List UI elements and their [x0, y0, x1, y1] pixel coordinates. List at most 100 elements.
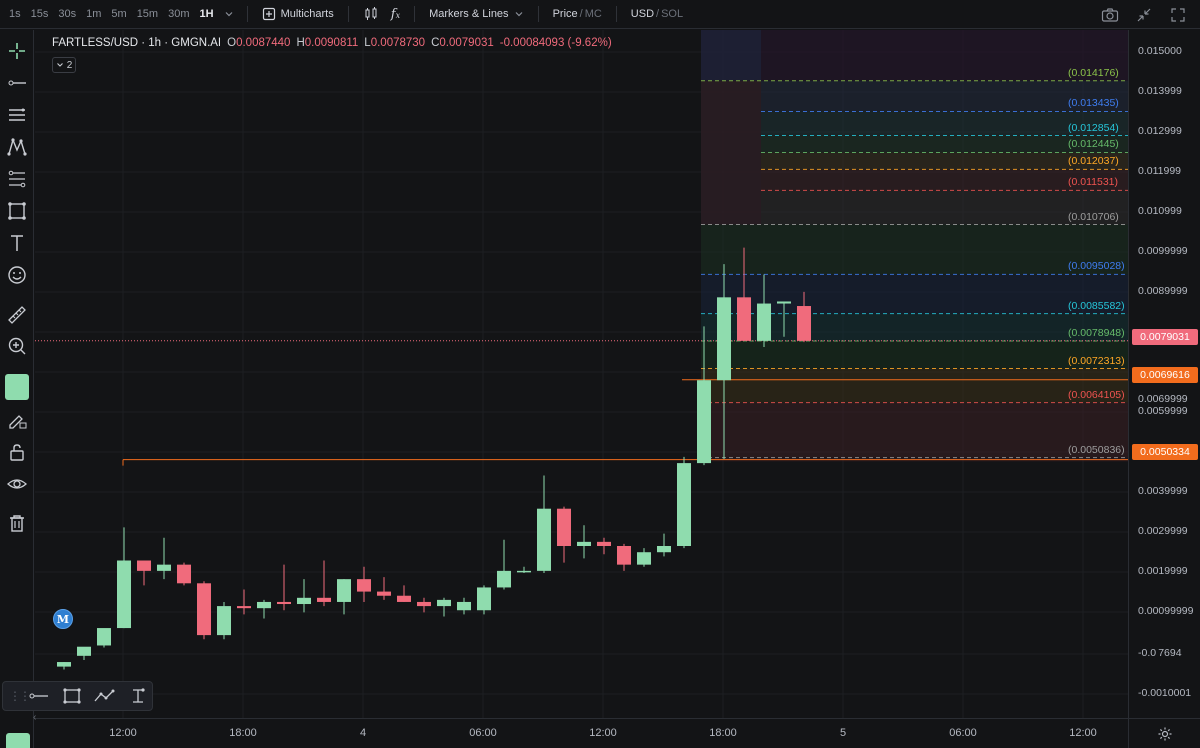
indicators-toggle[interactable]: 2: [52, 57, 76, 73]
function-icon: fx: [390, 6, 401, 22]
fib-zone: [701, 274, 1128, 314]
mc-option[interactable]: MC: [584, 8, 602, 20]
fullscreen-icon[interactable]: [1168, 5, 1188, 25]
symbol-label[interactable]: FARTLESS/USD · 1h · GMGN.AI: [52, 37, 222, 49]
text-icon[interactable]: [4, 230, 30, 256]
fib-zone: [701, 30, 761, 81]
floating-drawing-bar[interactable]: ⋮⋮: [2, 681, 153, 711]
candle-body: [477, 587, 491, 611]
timeframe-15m[interactable]: 15m: [136, 8, 159, 20]
price-tick: 0.0019999: [1138, 565, 1188, 577]
top-toolbar: 1s 15s 30s 1m 5m 15m 30m 1H Multicharts fx Mark…: [0, 0, 1200, 29]
collapse-icon[interactable]: [1134, 5, 1154, 25]
usd-option[interactable]: USD: [630, 8, 655, 20]
divider: [246, 6, 248, 22]
trend-line-icon[interactable]: [4, 70, 30, 96]
chart-settings-button[interactable]: [1128, 718, 1200, 748]
timeframe-1h[interactable]: 1H: [199, 8, 214, 20]
candle-body: [697, 380, 711, 464]
timeframe-30m[interactable]: 30m: [168, 8, 190, 20]
price-tick: 0.0059999: [1138, 405, 1188, 417]
ruler-icon[interactable]: [4, 302, 30, 328]
candlestick-chart[interactable]: [35, 30, 1128, 718]
lock-icon[interactable]: [4, 439, 30, 465]
divider: [537, 6, 539, 22]
multicharts-button[interactable]: Multicharts: [256, 0, 340, 29]
close-key: C: [431, 37, 440, 49]
price-tick: 0.0089999: [1138, 285, 1188, 297]
chart-pane[interactable]: [35, 30, 1128, 718]
drawing-toolbar: [0, 30, 34, 748]
zoom-in-icon[interactable]: [4, 333, 30, 359]
price-range-tool-icon[interactable]: [125, 684, 152, 708]
timeframe-1s[interactable]: 1s: [9, 8, 21, 20]
multicharts-label: Multicharts: [280, 8, 334, 20]
candle-body: [437, 599, 451, 607]
crosshair-icon[interactable]: [4, 38, 30, 64]
candle-body: [297, 597, 311, 605]
chart-type-button[interactable]: [357, 0, 385, 29]
timeframe-dropdown[interactable]: [219, 0, 239, 29]
color-swatch[interactable]: [5, 374, 29, 400]
fib-retracement-icon[interactable]: [4, 166, 30, 192]
fib-level-label: (0.012854): [1068, 121, 1119, 134]
candle-body: [417, 601, 431, 607]
indicators-button[interactable]: fx: [385, 0, 406, 29]
path-tool-icon[interactable]: [92, 684, 119, 708]
chevron-left-icon[interactable]: ‹: [33, 712, 37, 723]
candle-body: [537, 508, 551, 571]
rectangle-tool-icon[interactable]: [58, 684, 85, 708]
color-swatch-bottom[interactable]: [6, 733, 30, 748]
camera-icon[interactable]: [1100, 5, 1120, 25]
price-tick: 0.0099999: [1138, 245, 1188, 257]
fib-level-label: (0.0095028): [1068, 260, 1125, 273]
price-axis[interactable]: 0.015000 0.013999 0.012999 0.011999 0.010999…: [1128, 30, 1200, 718]
candle-body: [597, 541, 611, 546]
fib-zone: [761, 111, 1128, 136]
markers-lines-dropdown[interactable]: Markers & Lines: [423, 0, 529, 29]
price-option[interactable]: Price: [552, 8, 578, 20]
timeframe-5m[interactable]: 5m: [111, 8, 127, 20]
timeframe-30s[interactable]: 30s: [58, 8, 77, 20]
timeframe-1m[interactable]: 1m: [86, 8, 102, 20]
fib-zone: [761, 190, 1128, 225]
fib-zone: [761, 80, 1128, 112]
event-marker[interactable]: M: [53, 609, 73, 629]
eye-icon[interactable]: [4, 471, 30, 497]
pattern-icon[interactable]: [4, 134, 30, 160]
fib-level-label: (0.013435): [1068, 97, 1119, 110]
fib-zone: [761, 169, 1128, 191]
candle-body: [317, 597, 331, 602]
emoji-icon[interactable]: [4, 262, 30, 288]
candle-body: [577, 541, 591, 546]
candle-body: [557, 508, 571, 546]
candle-body: [137, 560, 151, 571]
indicator-count: 2: [66, 59, 73, 71]
fib-zone: [701, 368, 1128, 403]
candle-body: [257, 601, 271, 609]
price-tick: -0.0 7694: [1138, 647, 1182, 659]
currency-toggle[interactable]: USD / SOL: [625, 0, 689, 29]
line-tool-icon[interactable]: [25, 684, 52, 708]
horizontal-lines-icon[interactable]: [4, 102, 30, 128]
separator: /: [656, 8, 660, 20]
sol-option[interactable]: SOL: [661, 8, 684, 20]
divider: [347, 6, 349, 22]
divider: [615, 6, 617, 22]
price-mc-toggle[interactable]: Price / MC: [547, 0, 608, 29]
time-axis[interactable]: 12:00 18:00 4 06:00 12:00 18:00 5 06:00 12:00: [35, 718, 1128, 748]
pencil-lock-icon[interactable]: [4, 407, 30, 433]
fib-zone: [701, 224, 1128, 275]
fib-level-label: (0.011531): [1068, 176, 1119, 189]
fib-level-label: (0.012445): [1068, 138, 1119, 151]
timeframe-15s[interactable]: 15s: [30, 8, 49, 20]
rectangle-icon[interactable]: [4, 198, 30, 224]
fib-zone: [761, 135, 1128, 153]
candle-body: [197, 583, 211, 636]
drag-handle-icon[interactable]: ⋮⋮: [9, 689, 31, 703]
chevron-down-icon: [515, 12, 522, 17]
time-tick: 12:00: [589, 727, 617, 739]
time-tick: 5: [839, 727, 847, 739]
change-value: -0.00084093 (-9.62%): [499, 37, 612, 49]
trash-icon[interactable]: [4, 510, 30, 536]
